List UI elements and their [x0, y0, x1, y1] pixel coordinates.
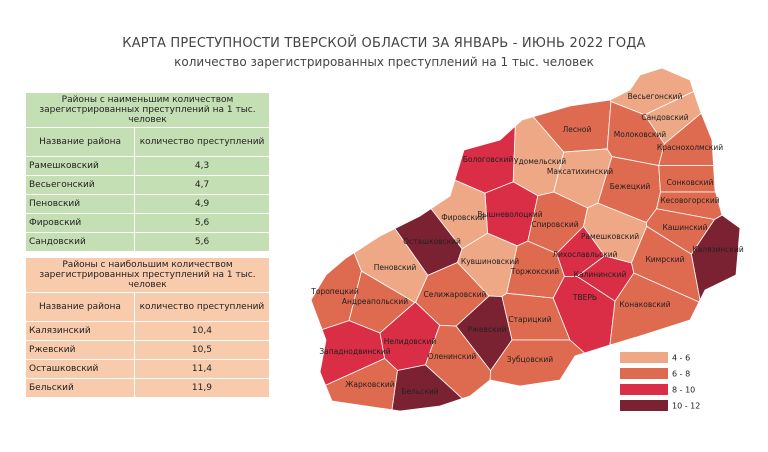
- table-cell: Бельский: [25, 378, 135, 398]
- district-label: Рамешковский: [581, 232, 639, 241]
- district-area: [391, 364, 464, 412]
- table-header: количество преступлений: [134, 127, 270, 157]
- title: КАРТА ПРЕСТУПНОСТИ ТВЕРСКОЙ ОБЛАСТИ ЗА Я…: [122, 36, 646, 51]
- legend-swatch: [620, 368, 668, 379]
- district-label: Вышневолоцкий: [477, 210, 542, 219]
- district-label: Бологовский: [463, 155, 514, 164]
- district-label: Жарковский: [345, 380, 395, 389]
- table-row: Сандовский 5,6: [24, 232, 270, 252]
- table-cell: 5,6: [134, 232, 270, 252]
- district-label: Старицкий: [508, 315, 551, 324]
- legend-swatch: [620, 400, 668, 411]
- district-label: Сандовский: [641, 113, 688, 122]
- table-highest: Районы с наибольшим количеством зарегист…: [25, 257, 271, 398]
- table-row: Пеновский 4,9: [24, 194, 270, 214]
- table-row: Фировский 5,6: [24, 213, 270, 233]
- table-cell: Сандовский: [24, 232, 136, 252]
- district-label: Краснохолмский: [657, 143, 723, 152]
- table-lowest: Районы с наименьшим количеством зарегист…: [24, 92, 270, 252]
- district-area: [690, 214, 741, 302]
- district-area: [609, 272, 700, 346]
- table-caption: Районы с наименьшим количеством зарегист…: [25, 92, 270, 128]
- district-label: Весьегонский: [628, 92, 683, 101]
- district-label: Бежецкий: [610, 182, 651, 191]
- district-label: Кимрский: [645, 255, 684, 264]
- caption-row: Районы с наименьшим количеством зарегист…: [25, 92, 270, 128]
- district-label: Осташковский: [403, 237, 461, 246]
- table-caption: Районы с наибольшим количеством зарегист…: [25, 257, 270, 293]
- district-label: Конаковский: [619, 300, 670, 309]
- district-label: Зубцовский: [507, 355, 554, 364]
- table-row: Калязинский 10,4: [25, 321, 271, 341]
- district-label: Кесовогорский: [660, 196, 719, 205]
- district-label: Максатихинский: [547, 167, 613, 176]
- legend-label: 6 - 8: [672, 370, 690, 379]
- district-label: Удомельский: [514, 157, 566, 166]
- district-label: Андреапольский: [342, 297, 408, 306]
- district-label: Спировский: [531, 220, 578, 229]
- table-row: Бельский 11,9: [25, 378, 271, 398]
- district-label: Пеновский: [374, 263, 417, 272]
- district-label: Кашинский: [663, 223, 708, 232]
- district-label: Ржевский: [468, 325, 507, 334]
- district-label: Торопецкий: [310, 287, 359, 296]
- table-header: Название района: [25, 292, 135, 322]
- legend-label: 4 - 6: [672, 354, 690, 363]
- district-label: Лесной: [563, 125, 592, 134]
- district-label: Калининский: [574, 270, 627, 279]
- legend-label: 8 - 10: [672, 386, 695, 395]
- district-label: Калязинский: [692, 245, 744, 254]
- caption-row: Районы с наибольшим количеством зарегист…: [25, 257, 270, 293]
- district-label: Сонковский: [667, 178, 714, 187]
- legend-label: 10 - 12: [672, 402, 700, 411]
- table-row: Весьегонский 4,7: [24, 175, 270, 195]
- district-label: Лихославльский: [552, 250, 617, 259]
- district-label: Бельский: [401, 387, 439, 396]
- district-label: Селижаровский: [423, 290, 486, 299]
- district-label: Фировский: [441, 213, 485, 222]
- district-label: ТВЕРЬ: [572, 293, 597, 302]
- district-label: Кувшиновский: [461, 257, 519, 266]
- district-area: [489, 339, 586, 387]
- district-label: Западнодвинский: [319, 347, 390, 356]
- table-row: Осташковский 11,4: [25, 359, 271, 379]
- district-label: Молоковский: [614, 130, 667, 139]
- district-area: [319, 320, 386, 386]
- district-label: Торжокский: [510, 267, 559, 276]
- table-cell: 11,9: [133, 378, 271, 398]
- subtitle: количество зарегистрированных преступлен…: [174, 55, 594, 69]
- legend-swatch: [620, 352, 668, 363]
- district-label: Нелидовский: [384, 337, 437, 346]
- district-label: Оленинский: [428, 352, 477, 361]
- legend-swatch: [620, 384, 668, 395]
